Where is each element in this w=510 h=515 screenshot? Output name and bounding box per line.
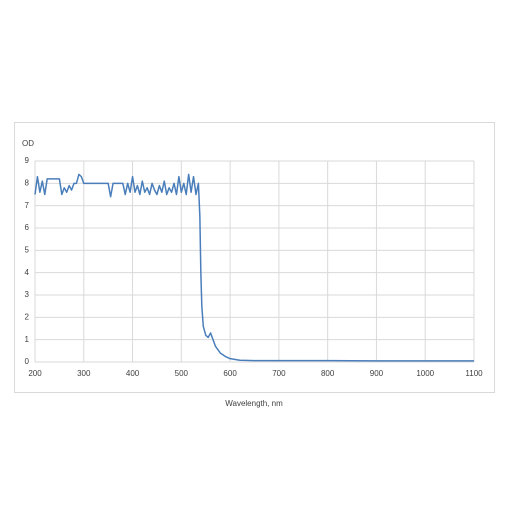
chart-frame [14, 122, 495, 393]
x-tick-label: 400 [126, 369, 140, 378]
y-tick-label: 1 [25, 335, 30, 344]
y-tick-label: 0 [25, 357, 30, 366]
x-tick-label: 500 [175, 369, 189, 378]
x-tick-label: 200 [28, 369, 42, 378]
y-tick-label: 3 [25, 290, 30, 299]
x-tick-label: 1000 [416, 369, 434, 378]
x-tick-label: 800 [321, 369, 335, 378]
y-tick-label: 5 [25, 245, 30, 254]
y-tick-label: 6 [25, 223, 30, 232]
y-axis-label: OD [22, 139, 34, 148]
x-tick-label: 600 [223, 369, 237, 378]
x-tick-label: 1100 [465, 369, 483, 378]
y-tick-label: 8 [25, 178, 30, 187]
x-axis-label: Wavelength, nm [225, 399, 283, 408]
y-tick-label: 7 [25, 201, 30, 210]
y-tick-label: 9 [25, 156, 30, 165]
y-tick-label: 4 [25, 268, 30, 277]
y-tick-label: 2 [25, 312, 30, 321]
x-tick-label: 300 [77, 369, 91, 378]
x-tick-label: 900 [370, 369, 384, 378]
x-tick-label: 700 [272, 369, 286, 378]
data-line [34, 173, 474, 362]
